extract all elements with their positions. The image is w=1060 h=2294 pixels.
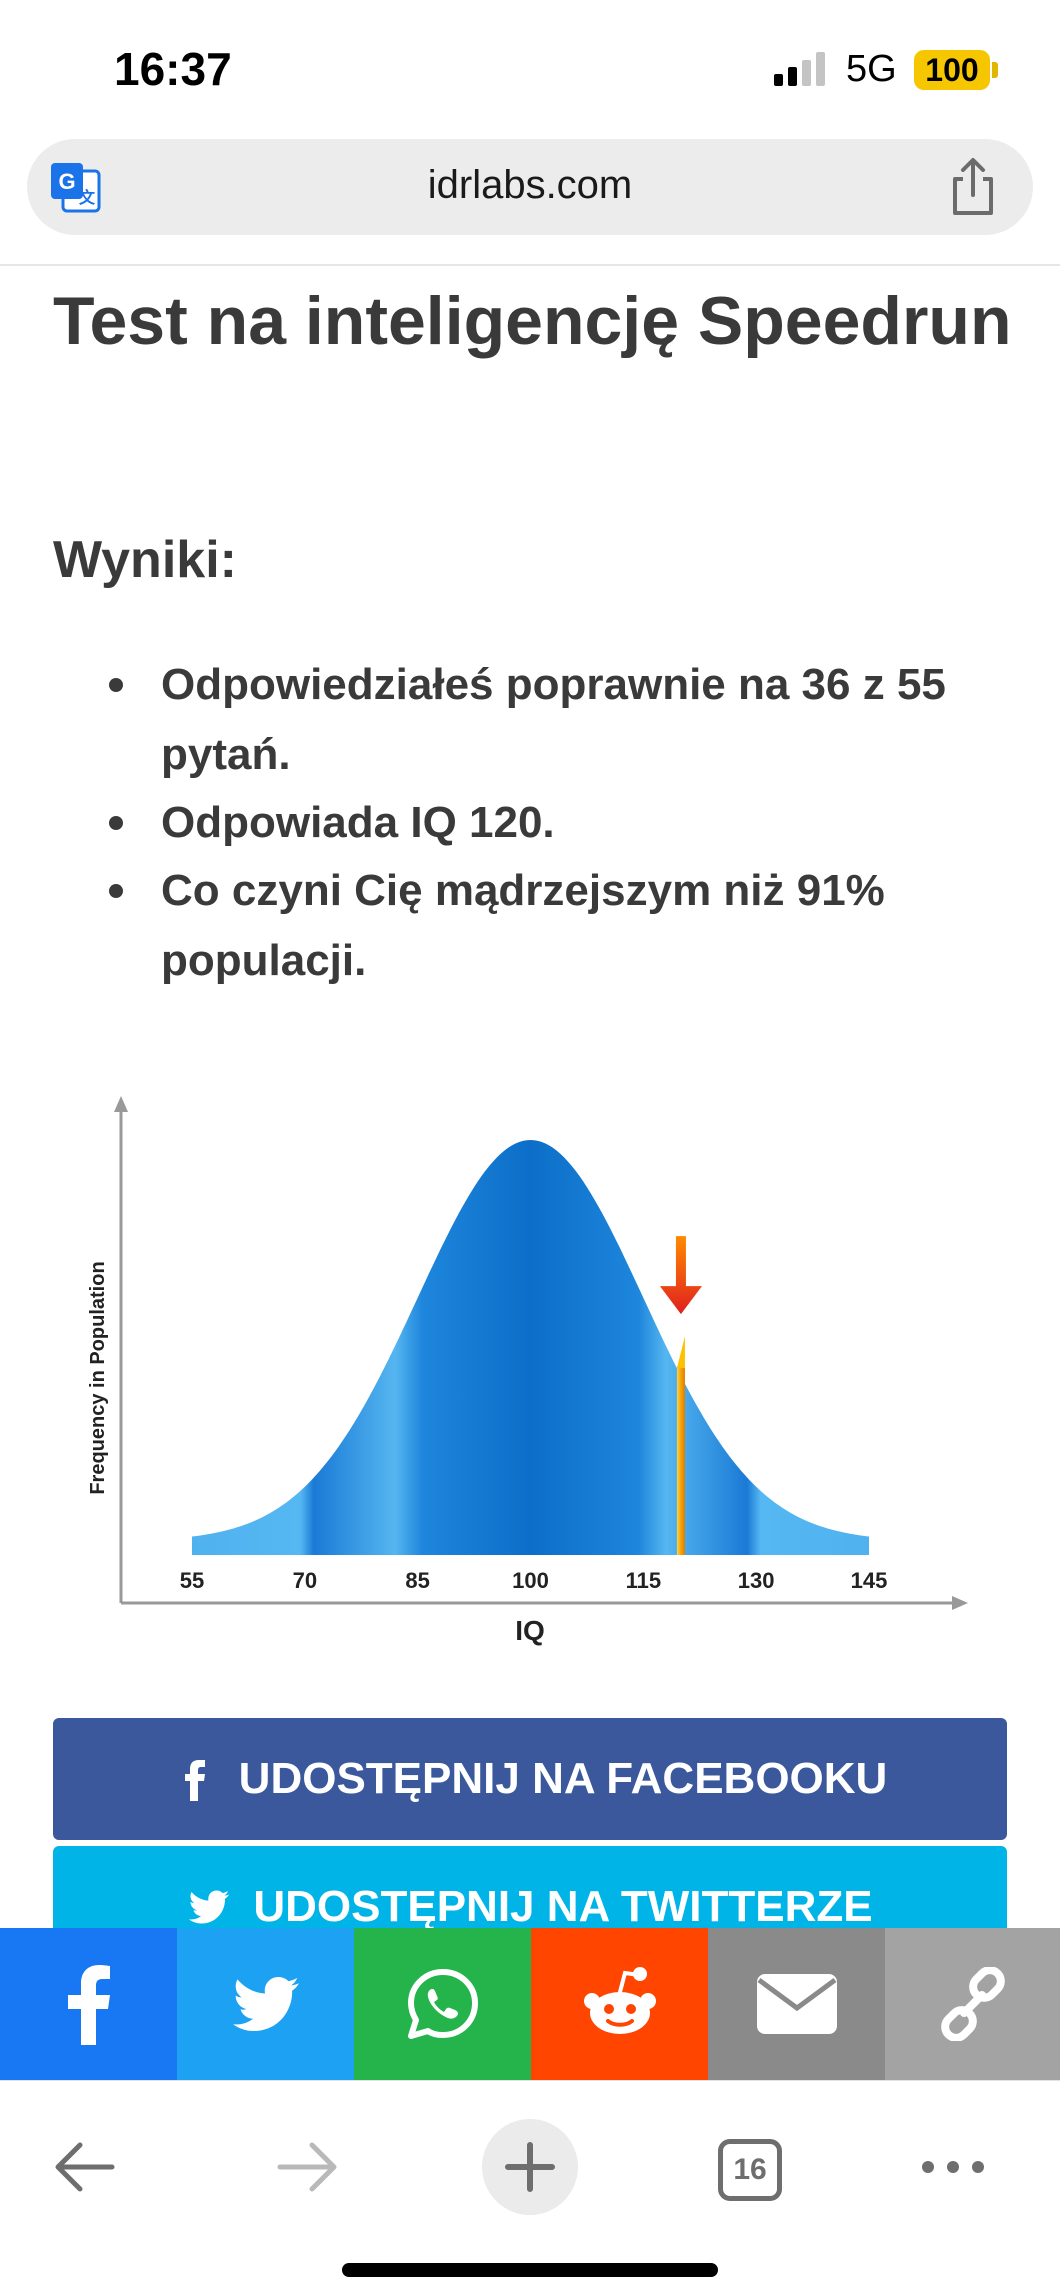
battery-icon: 100 — [914, 50, 990, 90]
email-icon — [756, 1974, 837, 2034]
reddit-icon — [583, 1967, 656, 2034]
strip-copy-link-button[interactable] — [885, 1928, 1060, 2080]
home-indicator — [342, 2263, 718, 2277]
share-facebook-label: UDOSTĘPNIJ NA FACEBOOKU — [238, 1754, 888, 1803]
facebook-icon — [184, 1760, 205, 1801]
strip-facebook-button[interactable] — [0, 1928, 177, 2080]
x-axis — [121, 1596, 968, 1610]
svg-text:G: G — [58, 169, 75, 194]
whatsapp-icon — [407, 1969, 478, 2039]
strip-email-button[interactable] — [708, 1928, 885, 2080]
y-axis — [114, 1096, 128, 1603]
toolbar-divider — [0, 264, 1060, 266]
facebook-icon — [67, 1965, 110, 2045]
tab-switcher-button[interactable]: 16 — [718, 2139, 782, 2201]
strip-reddit-button[interactable] — [531, 1928, 708, 2080]
back-arrow-icon[interactable] — [52, 2139, 116, 2195]
translate-icon[interactable]: G 文 — [49, 161, 101, 213]
x-tick-label: 100 — [512, 1568, 549, 1593]
page-title: Test na inteligencję Speedrun — [53, 283, 1012, 359]
new-tab-button[interactable] — [482, 2119, 578, 2215]
status-bar: 16:37 5G 100 — [0, 0, 1060, 135]
x-tick-label: 70 — [293, 1568, 317, 1593]
twitter-icon — [232, 1977, 299, 2031]
address-bar[interactable]: G 文 idrlabs.com — [27, 139, 1033, 235]
y-axis-label: Frequency in Population — [87, 1261, 109, 1494]
strip-whatsapp-button[interactable] — [354, 1928, 531, 2080]
share-facebook-button[interactable]: UDOSTĘPNIJ NA FACEBOOKU — [53, 1718, 1007, 1840]
x-tick-label: 145 — [851, 1568, 888, 1593]
network-label: 5G — [846, 48, 897, 90]
x-tick-label: 130 — [738, 1568, 775, 1593]
result-correct-answers: Odpowiedziałeś poprawnie na 36 z 55 pyta… — [109, 650, 1001, 790]
results-list: Odpowiedziałeś poprawnie na 36 z 55 pyta… — [109, 650, 1001, 996]
score-marker-line — [676, 1366, 685, 1555]
result-iq: Odpowiada IQ 120. — [109, 788, 1001, 858]
twitter-icon — [189, 1890, 230, 1924]
link-icon — [940, 1967, 1005, 2041]
x-tick-label: 115 — [626, 1568, 662, 1593]
url-text[interactable]: idrlabs.com — [427, 163, 633, 207]
score-arrow-shape — [659, 1236, 702, 1315]
social-share-strip — [0, 1928, 1060, 2080]
bell-curve — [192, 1140, 869, 1555]
x-axis-label: IQ — [515, 1615, 545, 1646]
signal-icon — [774, 52, 825, 86]
score-marker-tip — [676, 1336, 685, 1369]
svg-text:文: 文 — [79, 188, 96, 207]
iq-distribution-chart: 55 70 85 100 115 130 145 IQ Frequency in Popul… — [87, 1096, 968, 1646]
share-twitter-label: UDOSTĘPNIJ NA TWITTERZE — [253, 1882, 873, 1931]
status-time: 16:37 — [114, 43, 232, 95]
forward-arrow-icon[interactable] — [276, 2139, 340, 2195]
browser-toolbar: 16 — [0, 2080, 1060, 2294]
share-icon[interactable] — [945, 157, 1001, 217]
x-tick-label: 85 — [405, 1568, 429, 1593]
battery-tip — [992, 62, 998, 78]
more-options-icon[interactable] — [918, 2153, 988, 2181]
x-tick-labels: 55 70 85 100 115 130 145 — [180, 1568, 888, 1593]
strip-twitter-button[interactable] — [177, 1928, 354, 2080]
plus-icon — [505, 2142, 555, 2192]
results-heading: Wyniki: — [53, 531, 237, 589]
x-tick-label: 55 — [180, 1568, 204, 1593]
result-percentile: Co czyni Cię mądrzejszym niż 91% populac… — [109, 856, 1001, 996]
score-arrow-icon — [659, 1236, 702, 1315]
